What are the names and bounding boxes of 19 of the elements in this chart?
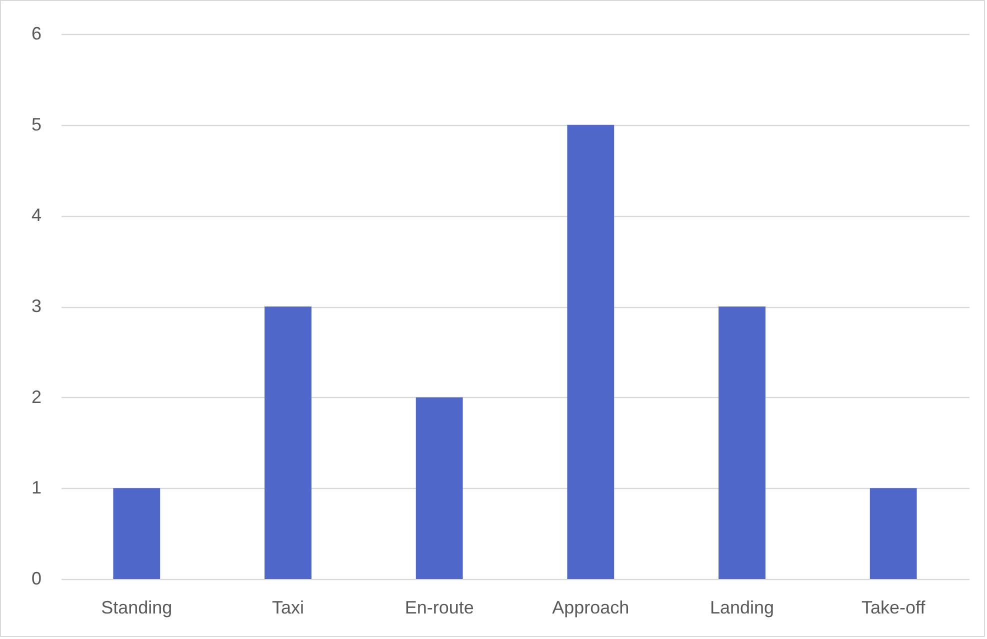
x-tick-label: Landing <box>710 598 774 618</box>
bar <box>264 306 312 579</box>
y-tick-label: 6 <box>31 24 42 44</box>
x-tick-label: En-route <box>404 598 474 618</box>
x-tick-label: Taxi <box>272 598 304 618</box>
bar <box>870 488 917 579</box>
bar <box>113 488 160 579</box>
bar <box>567 124 614 579</box>
x-tick-label: Take-off <box>861 598 926 618</box>
y-tick-label: 4 <box>31 205 42 226</box>
x-tick-label: Standing <box>101 598 172 618</box>
y-tick-label: 2 <box>31 386 42 407</box>
y-tick-label: 3 <box>31 296 42 316</box>
bar <box>416 397 463 579</box>
bar <box>718 306 766 579</box>
x-tick-label: Approach <box>552 598 630 618</box>
y-tick-label: 1 <box>31 478 42 498</box>
y-tick-label: 5 <box>31 114 42 134</box>
y-tick-label: 0 <box>31 568 42 588</box>
